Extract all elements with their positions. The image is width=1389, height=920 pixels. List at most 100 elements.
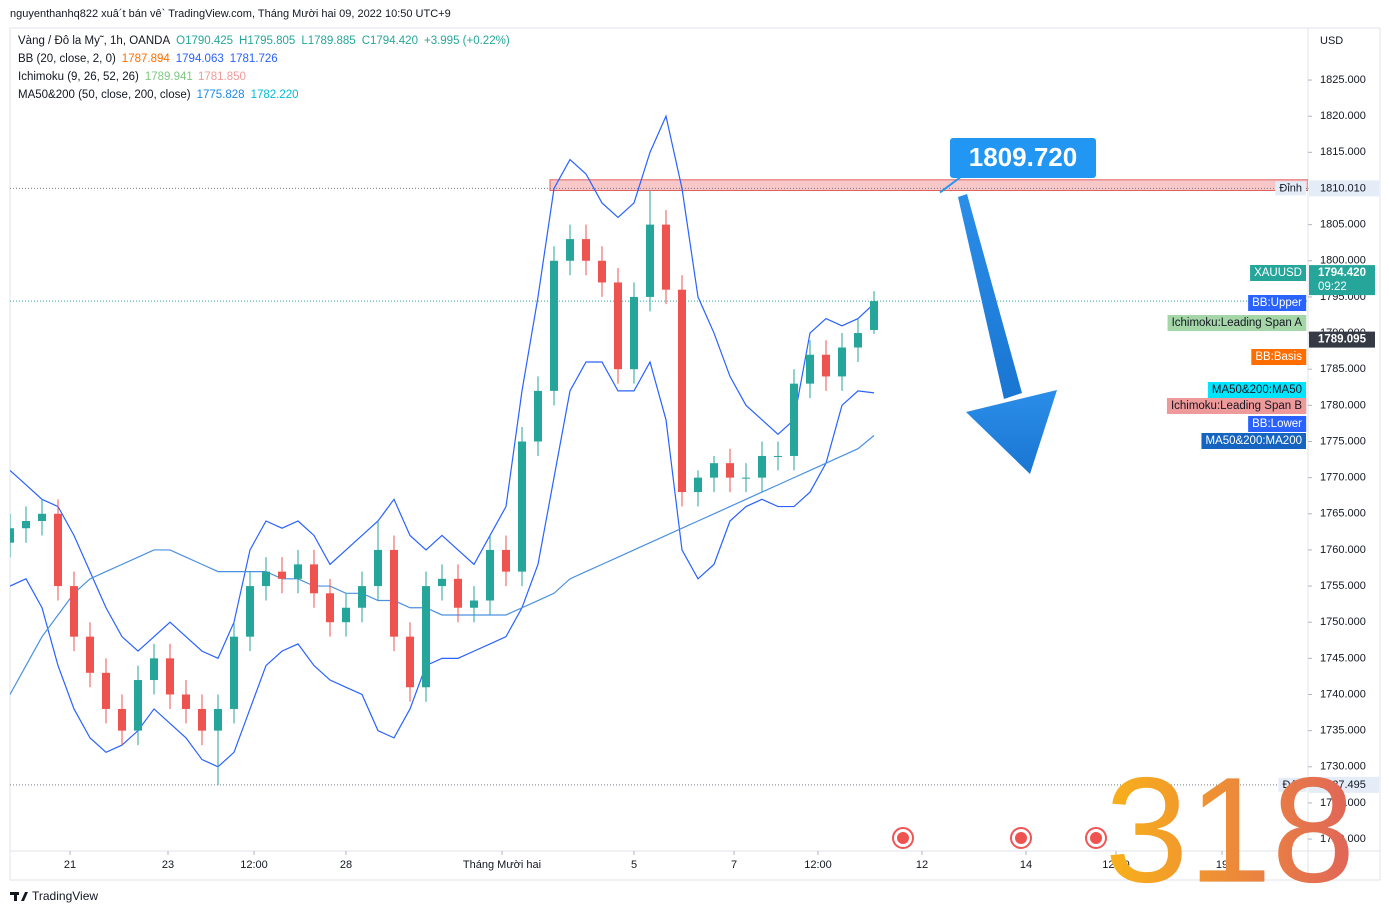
y-tick-label: 1770.000 xyxy=(1320,472,1366,484)
candle-body xyxy=(374,549,382,587)
candle-body xyxy=(438,578,446,587)
y-tick-label: 1755.000 xyxy=(1320,580,1366,592)
candle-body xyxy=(182,694,190,709)
candle-body xyxy=(406,636,414,688)
series-tag-bg xyxy=(1166,398,1307,414)
legend-value: 1787.894 xyxy=(122,53,171,65)
y-tick-label: 1815.000 xyxy=(1320,146,1366,158)
candle-body xyxy=(518,441,526,572)
y-tick-label: 1740.000 xyxy=(1320,688,1366,700)
indicator-line xyxy=(10,360,875,768)
candle-body xyxy=(166,658,174,695)
callout-pointer xyxy=(939,175,963,194)
y-tick-label: 1775.000 xyxy=(1320,435,1366,447)
x-tick-label: 21 xyxy=(64,859,76,871)
candle-body xyxy=(486,549,494,601)
candle-body xyxy=(614,282,622,370)
x-tick-label: Tháng Mười hai xyxy=(463,859,541,871)
candle-body xyxy=(870,301,878,330)
series-tag: BB:Lower xyxy=(1252,418,1302,430)
indicator-line xyxy=(10,435,875,695)
candle-body xyxy=(742,477,750,479)
series-tag: Ichimoku:Leading Span B xyxy=(1171,400,1302,412)
series-tag-bg xyxy=(1251,349,1307,365)
callout-box xyxy=(950,138,1096,178)
y-tick-label: 1735.000 xyxy=(1320,725,1366,737)
x-tick-label: 12:00 xyxy=(1102,859,1130,871)
series-tag-bg xyxy=(1201,433,1306,449)
candle-body xyxy=(662,224,670,290)
candle-body xyxy=(118,708,126,731)
y-tick-label: 1730.000 xyxy=(1320,761,1366,773)
candle-body xyxy=(22,521,30,529)
y-tick-label: 1820.000 xyxy=(1320,110,1366,122)
y-tick-label: 1725.000 xyxy=(1320,797,1366,809)
x-tick-label: 5 xyxy=(631,859,637,871)
candle-body xyxy=(566,239,574,261)
legend-name: BB (20, close, 2, 0) xyxy=(18,53,116,65)
candle-body xyxy=(278,571,286,579)
legend-row: Vàng / Đô la My˜, 1h, OANDA O1790.425 H179… xyxy=(18,35,510,47)
candle-body xyxy=(134,680,142,731)
candle-body xyxy=(10,528,14,543)
y-tick-label: 1780.000 xyxy=(1320,399,1366,411)
series-tag-bg xyxy=(1207,382,1306,398)
level-value-bg xyxy=(1309,180,1379,197)
candle-body xyxy=(54,513,62,587)
last-price-value: 1794.420 xyxy=(1318,267,1366,279)
series-tag: XAUUSD xyxy=(1254,267,1302,279)
footer-brand: TradingView xyxy=(32,889,98,903)
x-tick-label: 12:00 xyxy=(240,859,268,871)
legend-value: 1789.941 xyxy=(145,71,193,83)
candle-body xyxy=(598,260,606,283)
y-tick-label: 1765.000 xyxy=(1320,508,1366,520)
candle-body xyxy=(70,586,78,637)
candle-body xyxy=(214,708,222,731)
legend-row: Ichimoku (9, 26, 52, 26) 1789.941 1781.850 xyxy=(18,71,246,83)
candle-body xyxy=(678,289,686,493)
candle-body xyxy=(854,333,862,348)
x-tick-label: 12 xyxy=(916,859,928,871)
tradingview-logo xyxy=(10,892,28,901)
x-tick-label: 23 xyxy=(162,859,174,871)
candle-body xyxy=(630,296,638,370)
candle-body xyxy=(150,658,158,681)
indicator-line xyxy=(10,114,875,660)
x-tick-label: 14 xyxy=(1020,859,1032,871)
candle-body xyxy=(326,593,334,623)
level-value: 1727.495 xyxy=(1320,779,1366,791)
legend-value: 1775.828 xyxy=(197,89,245,101)
callout-label: 1809.720 xyxy=(969,142,1077,172)
candle-body xyxy=(454,578,462,608)
candle-body xyxy=(390,549,398,637)
candle-body xyxy=(710,463,718,478)
level-value: 1810.010 xyxy=(1320,182,1366,194)
legend-value: 1794.063 xyxy=(176,53,224,65)
candle-body xyxy=(758,455,766,478)
candle-body xyxy=(550,260,558,391)
series-tag: MA50&200:MA50 xyxy=(1212,384,1302,396)
last-price-tag xyxy=(1309,265,1375,296)
candle-body xyxy=(838,347,846,377)
level-value-bg xyxy=(1309,776,1379,793)
candle-body xyxy=(422,586,430,688)
level-name-bg xyxy=(1278,777,1307,792)
legend-value: 1781.850 xyxy=(198,71,246,83)
candle-body xyxy=(470,600,478,608)
legend-value: C1794.420 xyxy=(362,35,418,47)
plot-area xyxy=(10,114,1308,786)
candle-body xyxy=(198,708,206,731)
span-a-tag xyxy=(1309,331,1375,348)
candle-body xyxy=(790,383,798,456)
x-tick-label: 12:00 xyxy=(804,859,832,871)
candle-body xyxy=(294,564,302,579)
span-a-value: 1789.095 xyxy=(1318,334,1367,346)
candle-body xyxy=(230,636,238,709)
down-arrow xyxy=(958,194,1057,474)
candle-body xyxy=(358,586,366,608)
series-tag-bg xyxy=(1248,295,1307,311)
level-name-bg xyxy=(1275,181,1306,196)
resistance-zone xyxy=(549,179,1308,192)
level-name: Đáy xyxy=(1282,779,1302,791)
